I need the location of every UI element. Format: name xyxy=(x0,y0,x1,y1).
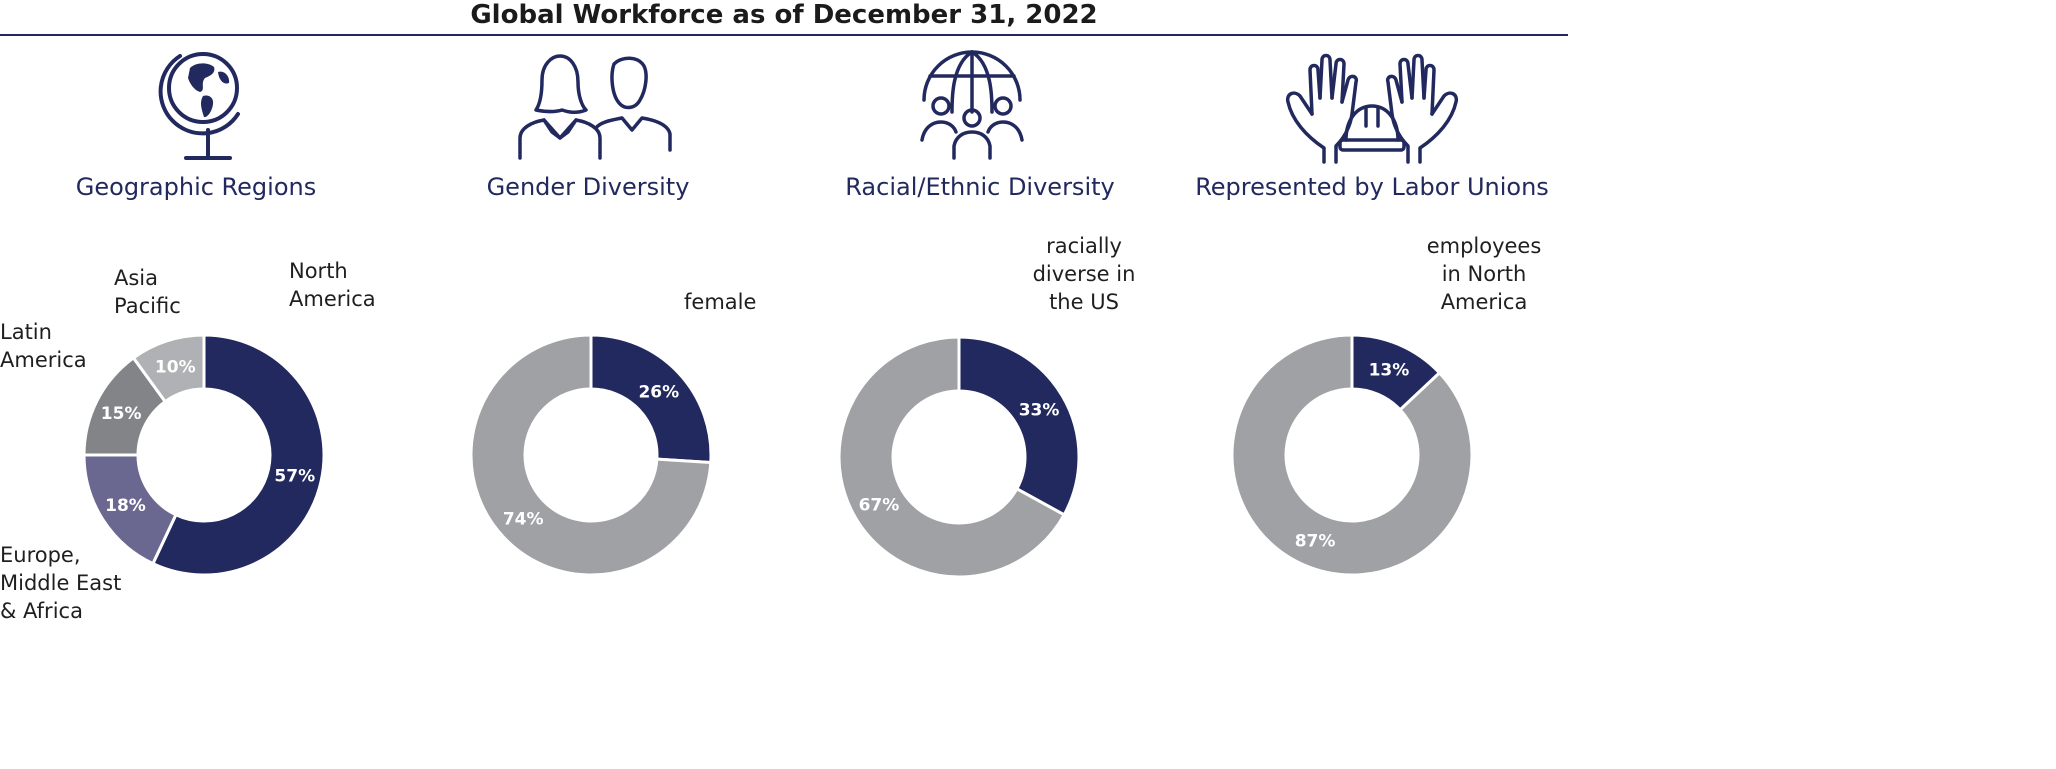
donut-slice xyxy=(589,333,713,465)
slice-label-latin-america: Latin America xyxy=(0,320,87,372)
panel-racial-ethnic-diversity: Racial/Ethnic Diversity racially diverse … xyxy=(784,40,1176,769)
panel-heading: Represented by Labor Unions xyxy=(1195,173,1549,201)
donut-slice xyxy=(957,335,1081,517)
donut-slice xyxy=(1230,333,1474,577)
title-divider xyxy=(0,34,1568,36)
donut-slice xyxy=(469,333,713,577)
slice-percent-label: 74% xyxy=(503,510,544,530)
donut-slice xyxy=(131,333,206,404)
panel-geographic-regions: Geographic Regions North America Europe, M… xyxy=(0,40,392,769)
slice-label-racially-diverse: racially diverse in the US xyxy=(1033,234,1136,314)
panel-heading: Racial/Ethnic Diversity xyxy=(845,173,1115,201)
slice-percent-label: 57% xyxy=(274,466,315,486)
panel-gender-diversity: Gender Diversity female 26% 74% xyxy=(392,40,784,769)
slice-percent-label: 33% xyxy=(1019,401,1060,421)
slice-percent-label: 87% xyxy=(1295,531,1336,551)
page-title: Global Workforce as of December 31, 2022 xyxy=(470,0,1098,30)
panel-labor-unions: Represented by Labor Unions employees in … xyxy=(1176,40,1568,769)
slice-label-asia-pacific: Asia Pacific xyxy=(114,266,181,318)
globe-icon xyxy=(158,52,240,160)
panel-heading: Gender Diversity xyxy=(486,173,690,201)
panel-heading: Geographic Regions xyxy=(75,173,317,201)
slice-label-north-america: North America xyxy=(289,259,376,311)
donut-chart-geographic-regions: North America Europe, Middle East & Africa … xyxy=(0,259,376,623)
slice-percent-label: 26% xyxy=(638,382,679,402)
slice-percent-label: 15% xyxy=(101,404,142,424)
global-community-icon xyxy=(920,50,1024,160)
slice-label-europe-middle-east-africa: Europe, Middle East & Africa xyxy=(0,543,121,623)
donut-chart-racial-ethnic-diversity: racially diverse in the US 33% 67% xyxy=(837,234,1136,579)
slice-percent-label: 67% xyxy=(859,495,900,515)
slice-label-female: female xyxy=(684,290,756,314)
slice-percent-label: 13% xyxy=(1369,361,1410,381)
donut-chart-labor-unions: employees in North America 13% 87% xyxy=(1230,234,1542,577)
donut-slice xyxy=(150,333,326,577)
slice-percent-label: 10% xyxy=(155,358,196,378)
donut-slice xyxy=(837,335,1067,579)
hands-hardhat-icon xyxy=(1285,53,1459,164)
slice-label-employees-north-america: employees in North America xyxy=(1427,234,1542,314)
people-icon xyxy=(518,54,672,160)
slice-percent-label: 18% xyxy=(105,496,146,516)
donut-chart-gender-diversity: female 26% 74% xyxy=(469,290,756,577)
